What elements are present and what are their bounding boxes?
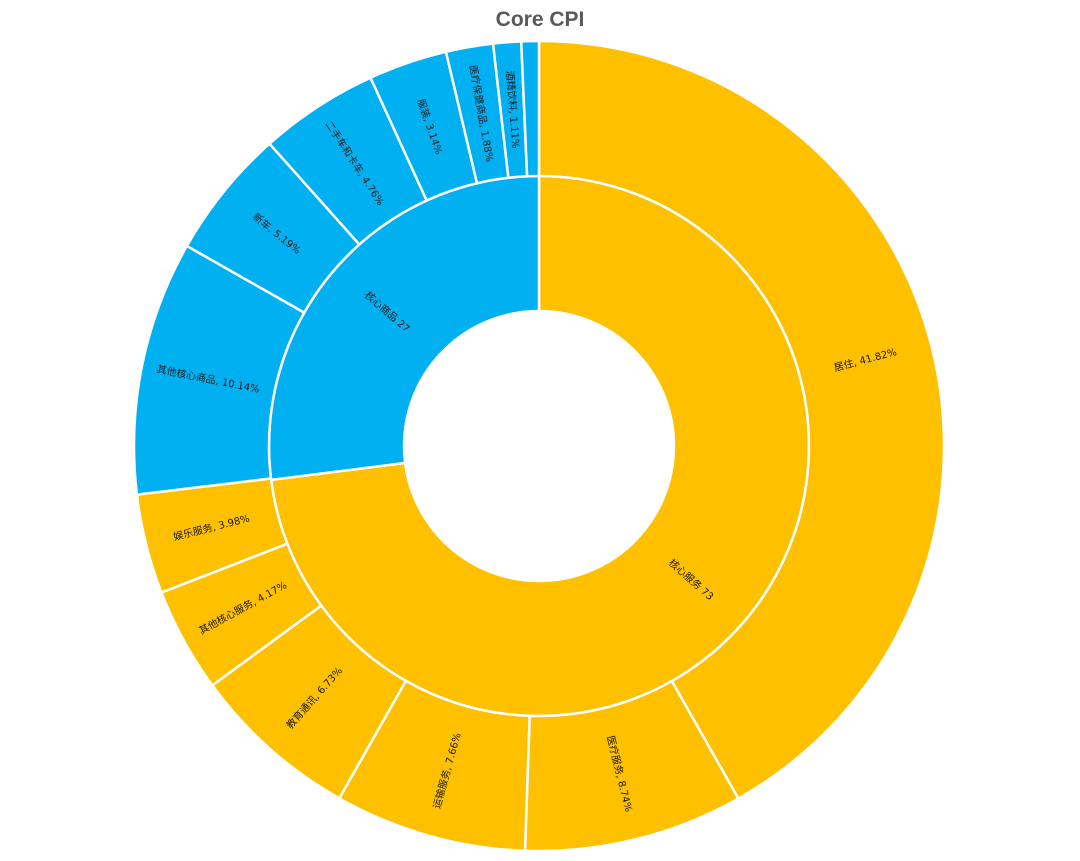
- category-0-0-segment: [537, 39, 946, 801]
- category-1-6-segment: [519, 39, 541, 178]
- chart-title: Core CPI: [495, 8, 585, 31]
